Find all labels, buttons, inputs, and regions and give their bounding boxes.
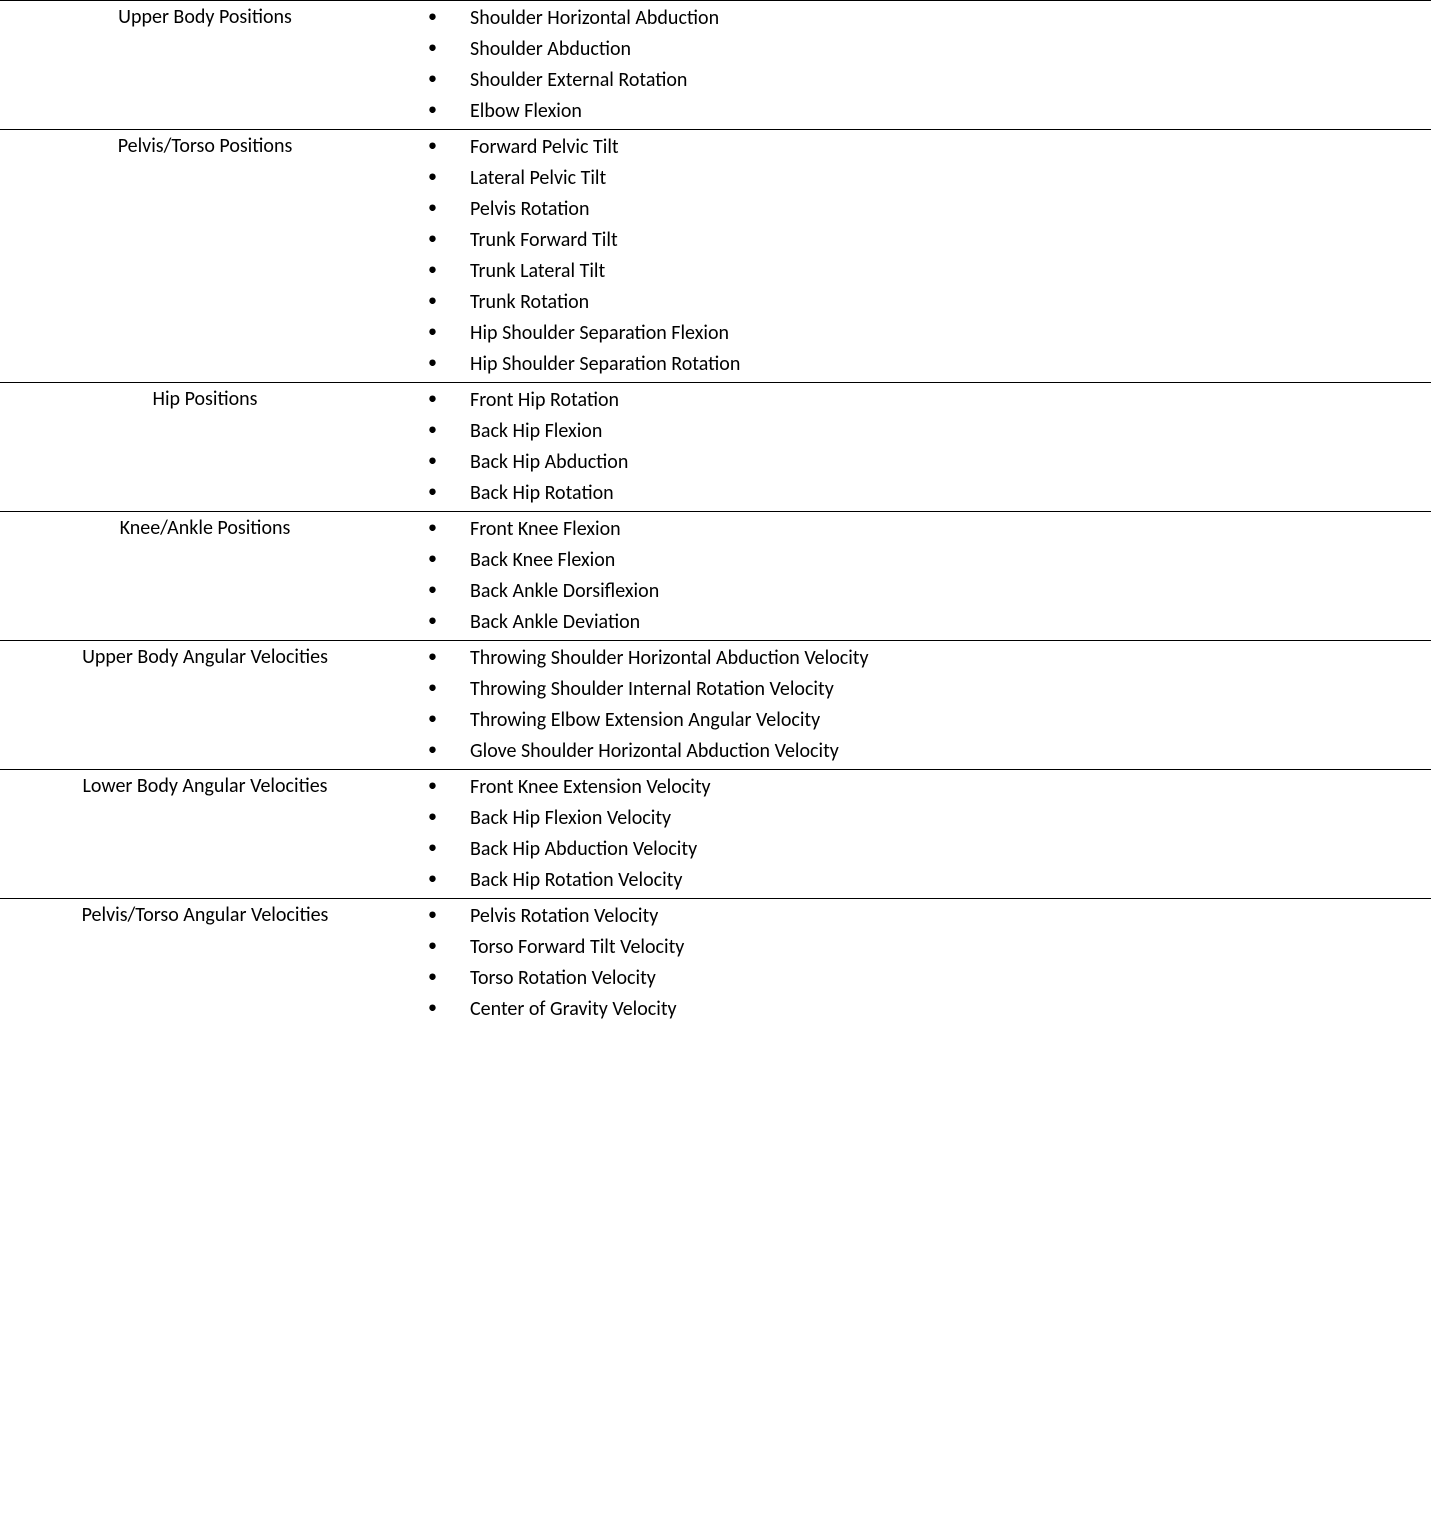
list-item: Back Hip Flexion Velocity — [410, 803, 1431, 834]
list-item: Shoulder Abduction — [410, 34, 1431, 65]
list-item: Lateral Pelvic Tilt — [410, 163, 1431, 194]
list-item: Throwing Shoulder Horizontal Abduction V… — [410, 643, 1431, 674]
list-item: Trunk Lateral Tilt — [410, 256, 1431, 287]
section-label: Pelvis/Torso Positions — [0, 130, 410, 162]
section-items: Pelvis Rotation VelocityTorso Forward Ti… — [410, 899, 1431, 1027]
list-item: Forward Pelvic Tilt — [410, 132, 1431, 163]
section-label: Knee/Ankle Positions — [0, 512, 410, 544]
list-item: Front Knee Flexion — [410, 514, 1431, 545]
table-row: Knee/Ankle PositionsFront Knee FlexionBa… — [0, 511, 1431, 640]
list-item: Center of Gravity Velocity — [410, 994, 1431, 1025]
list-item: Back Hip Abduction Velocity — [410, 834, 1431, 865]
bullet-list: Front Hip RotationBack Hip FlexionBack H… — [410, 385, 1431, 509]
section-items: Shoulder Horizontal AbductionShoulder Ab… — [410, 1, 1431, 129]
table-row: Upper Body PositionsShoulder Horizontal … — [0, 0, 1431, 129]
list-item: Back Hip Rotation — [410, 478, 1431, 509]
list-item: Elbow Flexion — [410, 96, 1431, 127]
table-row: Pelvis/Torso Angular VelocitiesPelvis Ro… — [0, 898, 1431, 1027]
section-items: Throwing Shoulder Horizontal Abduction V… — [410, 641, 1431, 769]
section-items: Front Knee FlexionBack Knee FlexionBack … — [410, 512, 1431, 640]
list-item: Back Knee Flexion — [410, 545, 1431, 576]
table-row: Hip PositionsFront Hip RotationBack Hip … — [0, 382, 1431, 511]
section-items: Front Hip RotationBack Hip FlexionBack H… — [410, 383, 1431, 511]
list-item: Shoulder External Rotation — [410, 65, 1431, 96]
bullet-list: Pelvis Rotation VelocityTorso Forward Ti… — [410, 901, 1431, 1025]
table-row: Upper Body Angular VelocitiesThrowing Sh… — [0, 640, 1431, 769]
list-item: Throwing Shoulder Internal Rotation Velo… — [410, 674, 1431, 705]
list-item: Back Hip Rotation Velocity — [410, 865, 1431, 896]
bullet-list: Shoulder Horizontal AbductionShoulder Ab… — [410, 3, 1431, 127]
list-item: Front Hip Rotation — [410, 385, 1431, 416]
list-item: Torso Forward Tilt Velocity — [410, 932, 1431, 963]
list-item: Back Ankle Dorsiflexion — [410, 576, 1431, 607]
table-row: Lower Body Angular VelocitiesFront Knee … — [0, 769, 1431, 898]
bullet-list: Throwing Shoulder Horizontal Abduction V… — [410, 643, 1431, 767]
bullet-list: Forward Pelvic TiltLateral Pelvic TiltPe… — [410, 132, 1431, 380]
list-item: Trunk Rotation — [410, 287, 1431, 318]
table-row: Pelvis/Torso PositionsForward Pelvic Til… — [0, 129, 1431, 382]
section-label: Upper Body Positions — [0, 1, 410, 33]
section-label: Lower Body Angular Velocities — [0, 770, 410, 802]
list-item: Back Hip Abduction — [410, 447, 1431, 478]
section-label: Hip Positions — [0, 383, 410, 415]
list-item: Back Ankle Deviation — [410, 607, 1431, 638]
list-item: Pelvis Rotation — [410, 194, 1431, 225]
list-item: Trunk Forward Tilt — [410, 225, 1431, 256]
list-item: Back Hip Flexion — [410, 416, 1431, 447]
list-item: Front Knee Extension Velocity — [410, 772, 1431, 803]
list-item: Throwing Elbow Extension Angular Velocit… — [410, 705, 1431, 736]
section-items: Forward Pelvic TiltLateral Pelvic TiltPe… — [410, 130, 1431, 382]
section-label: Upper Body Angular Velocities — [0, 641, 410, 673]
list-item: Pelvis Rotation Velocity — [410, 901, 1431, 932]
bullet-list: Front Knee FlexionBack Knee FlexionBack … — [410, 514, 1431, 638]
list-item: Torso Rotation Velocity — [410, 963, 1431, 994]
section-items: Front Knee Extension VelocityBack Hip Fl… — [410, 770, 1431, 898]
list-item: Hip Shoulder Separation Rotation — [410, 349, 1431, 380]
list-item: Glove Shoulder Horizontal Abduction Velo… — [410, 736, 1431, 767]
section-label: Pelvis/Torso Angular Velocities — [0, 899, 410, 931]
positions-table: Upper Body PositionsShoulder Horizontal … — [0, 0, 1431, 1027]
list-item: Hip Shoulder Separation Flexion — [410, 318, 1431, 349]
bullet-list: Front Knee Extension VelocityBack Hip Fl… — [410, 772, 1431, 896]
list-item: Shoulder Horizontal Abduction — [410, 3, 1431, 34]
